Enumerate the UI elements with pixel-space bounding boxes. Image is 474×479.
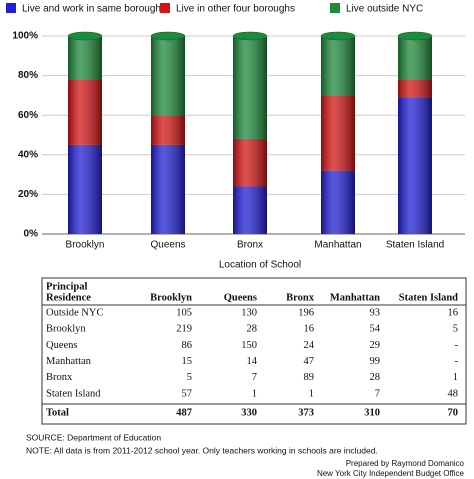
table-cell: 7 [252, 372, 257, 383]
table-cell: 93 [370, 307, 381, 318]
table-cell: 28 [247, 324, 258, 335]
table-cell: 54 [370, 324, 381, 335]
table-cell: 7 [375, 388, 380, 399]
table-cell: 5 [453, 324, 458, 335]
x-axis-title: Location of School [219, 260, 301, 271]
table-cell: 1 [453, 372, 458, 383]
source: SOURCE: Department of Education [26, 432, 161, 442]
table-cell: - [455, 340, 459, 351]
credit: New York City Independent Budget Office [317, 469, 465, 478]
table-cell: 57 [182, 388, 193, 399]
table-cell: 15 [182, 356, 193, 367]
table-cell: Brooklyn [46, 324, 86, 335]
legend-label: Live outside NYC [346, 4, 423, 15]
table-header: Brooklyn [150, 292, 192, 303]
cylinder-top [67, 31, 103, 41]
table-cell: 150 [241, 340, 257, 351]
table-cell: Total [46, 407, 69, 418]
table-cell: Manhattan [46, 356, 92, 367]
cylinder-shade [151, 36, 185, 234]
table-header: Queens [224, 292, 257, 303]
table-cell: 47 [304, 356, 315, 367]
table-cell: 70 [448, 407, 459, 418]
legend-label: Live in other four boroughs [176, 4, 295, 15]
legend-swatch [6, 3, 16, 13]
table-cell: 1 [309, 388, 314, 399]
table-header: Residence [46, 292, 91, 303]
x-tick-label: Queens [150, 240, 185, 251]
y-tick-label: 60% [18, 110, 38, 121]
table-cell: 86 [182, 340, 193, 351]
cylinder-top [150, 31, 186, 41]
table-header: Principal [46, 281, 87, 292]
table-box [41, 277, 467, 425]
x-tick-label: Manhattan [314, 240, 361, 251]
table-cell: Outside NYC [46, 307, 103, 318]
table-cell: 330 [241, 407, 257, 418]
legend-swatch [160, 3, 170, 13]
y-tick-label: 100% [12, 31, 38, 42]
cylinder-top [320, 31, 356, 41]
table-cell: 487 [176, 407, 192, 418]
table-cell: 105 [176, 307, 192, 318]
table-cell: Bronx [46, 372, 73, 383]
table-cell: 16 [448, 307, 459, 318]
table-header: Bronx [286, 292, 315, 303]
table-cell: - [455, 356, 459, 367]
cylinder-shade [233, 36, 267, 234]
cylinder-top [397, 31, 433, 41]
table-cell: Queens [46, 340, 78, 351]
table-cell: 5 [187, 372, 192, 383]
x-tick-label: Staten Island [386, 240, 444, 251]
credit: Prepared by Raymond Domanico [346, 459, 465, 468]
table-header: Manhattan [330, 292, 380, 303]
table-cell: 89 [304, 372, 315, 383]
table-cell: 99 [370, 356, 381, 367]
note: NOTE: All data is from 2011-2012 school … [26, 445, 378, 455]
table-cell: 16 [304, 324, 315, 335]
y-tick-label: 0% [24, 229, 39, 240]
table-cell: 29 [370, 340, 381, 351]
x-tick-label: Bronx [237, 240, 263, 251]
y-tick-label: 80% [18, 70, 38, 81]
x-tick-label: Brooklyn [66, 240, 105, 251]
table-header: Staten Island [399, 292, 458, 303]
table-cell: 1 [252, 388, 257, 399]
table-cell: 48 [448, 388, 459, 399]
y-tick-label: 20% [18, 189, 38, 200]
y-tick-label: 40% [18, 149, 38, 160]
table-cell: 28 [370, 372, 381, 383]
cylinder-shade [68, 36, 102, 234]
table-cell: 130 [241, 307, 257, 318]
legend-swatch [330, 3, 340, 13]
table-cell: 373 [298, 407, 314, 418]
cylinder-shade [398, 36, 432, 234]
table-cell: 24 [304, 340, 315, 351]
cylinder-top [232, 31, 268, 41]
table-cell: 196 [298, 307, 314, 318]
legend-label: Live and work in same borough [22, 4, 161, 15]
table-cell: Staten Island [46, 388, 101, 399]
table-cell: 219 [176, 324, 192, 335]
table-cell: 14 [247, 356, 258, 367]
table-cell: 310 [364, 407, 380, 418]
cylinder-shade [321, 36, 355, 234]
